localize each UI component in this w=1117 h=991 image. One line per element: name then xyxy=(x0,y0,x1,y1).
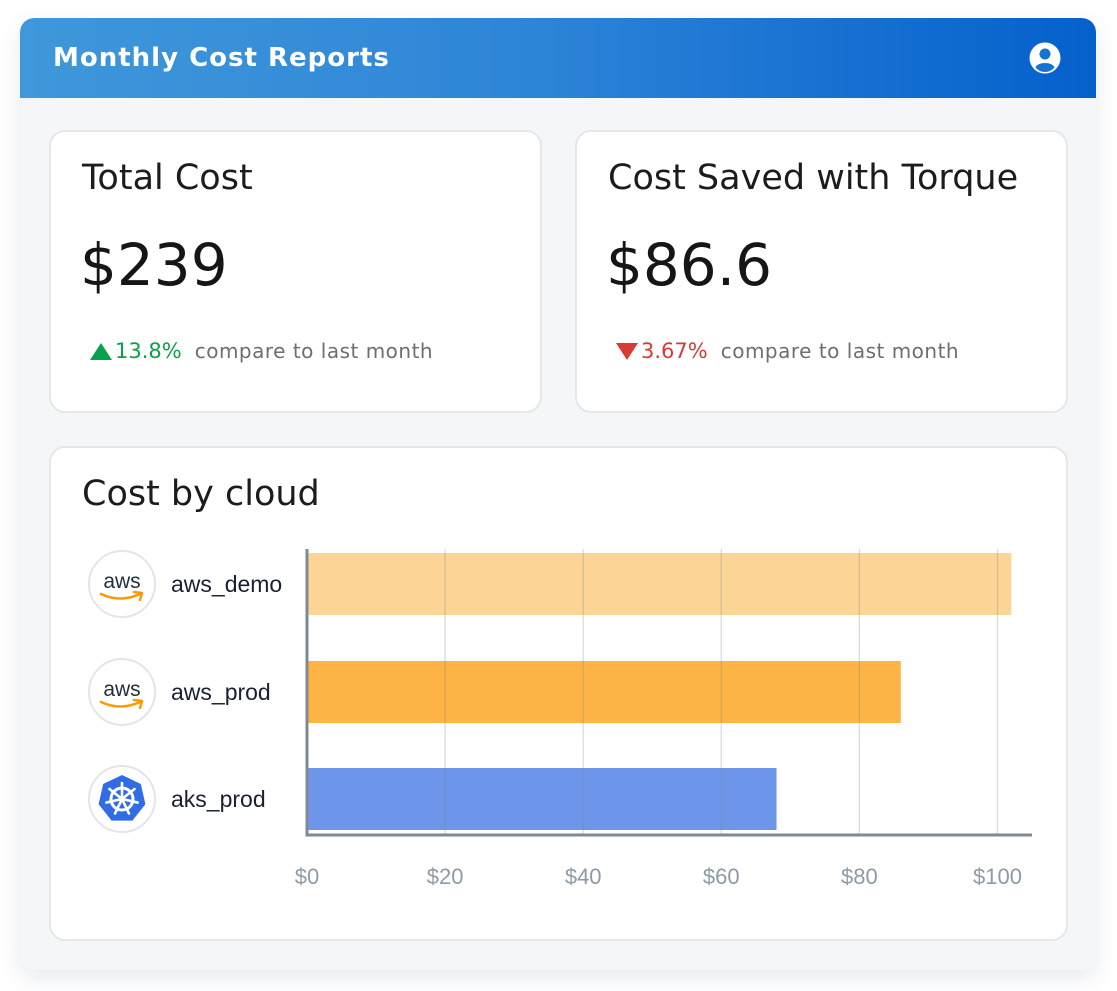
x-tick-label: $100 xyxy=(973,864,1022,889)
aws-smile xyxy=(99,700,142,708)
cloud-label-aws_demo: aws_demo xyxy=(171,571,282,597)
cloud-label-aks_prod: aks_prod xyxy=(171,786,266,812)
aws-logo-icon: aws xyxy=(88,658,156,726)
k8s-spoke xyxy=(122,800,131,815)
cost-saved-compare-text: compare to last month xyxy=(720,339,960,363)
k8s-spoke xyxy=(123,798,139,804)
aws-smile xyxy=(99,592,142,600)
aws-arrow xyxy=(132,590,144,602)
logo-badge xyxy=(88,550,156,618)
cost-saved-delta: 3.67% compare to last month xyxy=(616,336,959,366)
total-cost-delta: 13.8% compare to last month xyxy=(90,336,433,366)
aws-logo-text: aws xyxy=(103,678,140,701)
cost-saved-delta-value: 3.67% xyxy=(641,339,708,363)
bar-aws_demo xyxy=(307,553,1012,615)
bar-aks_prod xyxy=(307,768,777,830)
cost-saved-card: Cost Saved with Torque $86.6 3.67% compa… xyxy=(575,130,1068,413)
arrow-down-icon xyxy=(616,342,638,360)
k8s-spoke xyxy=(105,798,121,804)
cost-saved-title: Cost Saved with Torque xyxy=(608,158,1019,198)
x-tick-label: $80 xyxy=(841,864,878,889)
aws-logo-icon: aws xyxy=(88,550,156,618)
k8s-spoke xyxy=(113,800,122,815)
cost-saved-value: $86.6 xyxy=(606,231,773,299)
k8s-spoke xyxy=(108,787,121,799)
cost-by-cloud-title: Cost by cloud xyxy=(82,474,320,514)
logo-badge xyxy=(88,658,156,726)
cost-by-cloud-card: Cost by cloud $0 $20 $40 $60 $80 $100 aws aws_d… xyxy=(49,446,1068,941)
page-title: Monthly Cost Reports xyxy=(53,43,390,73)
x-tick-label: $40 xyxy=(565,864,602,889)
cost-report-window: Monthly Cost Reports Total Cost $239 13.… xyxy=(20,18,1096,970)
total-cost-value: $239 xyxy=(80,231,228,299)
x-tick-label: $0 xyxy=(295,864,319,889)
aws-arrow xyxy=(132,698,144,710)
bar-aws_prod xyxy=(307,661,901,723)
total-cost-compare-text: compare to last month xyxy=(194,339,434,363)
arrow-up-icon xyxy=(90,342,112,360)
header-bar: Monthly Cost Reports xyxy=(20,18,1096,98)
total-cost-delta-value: 13.8% xyxy=(115,339,182,363)
total-cost-card: Total Cost $239 13.8% compare to last mo… xyxy=(49,130,542,413)
kubernetes-logo-icon xyxy=(88,765,156,833)
aws-logo-text: aws xyxy=(103,570,140,593)
total-cost-title: Total Cost xyxy=(82,158,253,198)
x-tick-label: $20 xyxy=(427,864,464,889)
k8s-spoke xyxy=(123,787,136,799)
cloud-label-aws_prod: aws_prod xyxy=(171,679,271,705)
user-circle-icon[interactable] xyxy=(1028,41,1062,75)
x-tick-label: $60 xyxy=(703,864,740,889)
